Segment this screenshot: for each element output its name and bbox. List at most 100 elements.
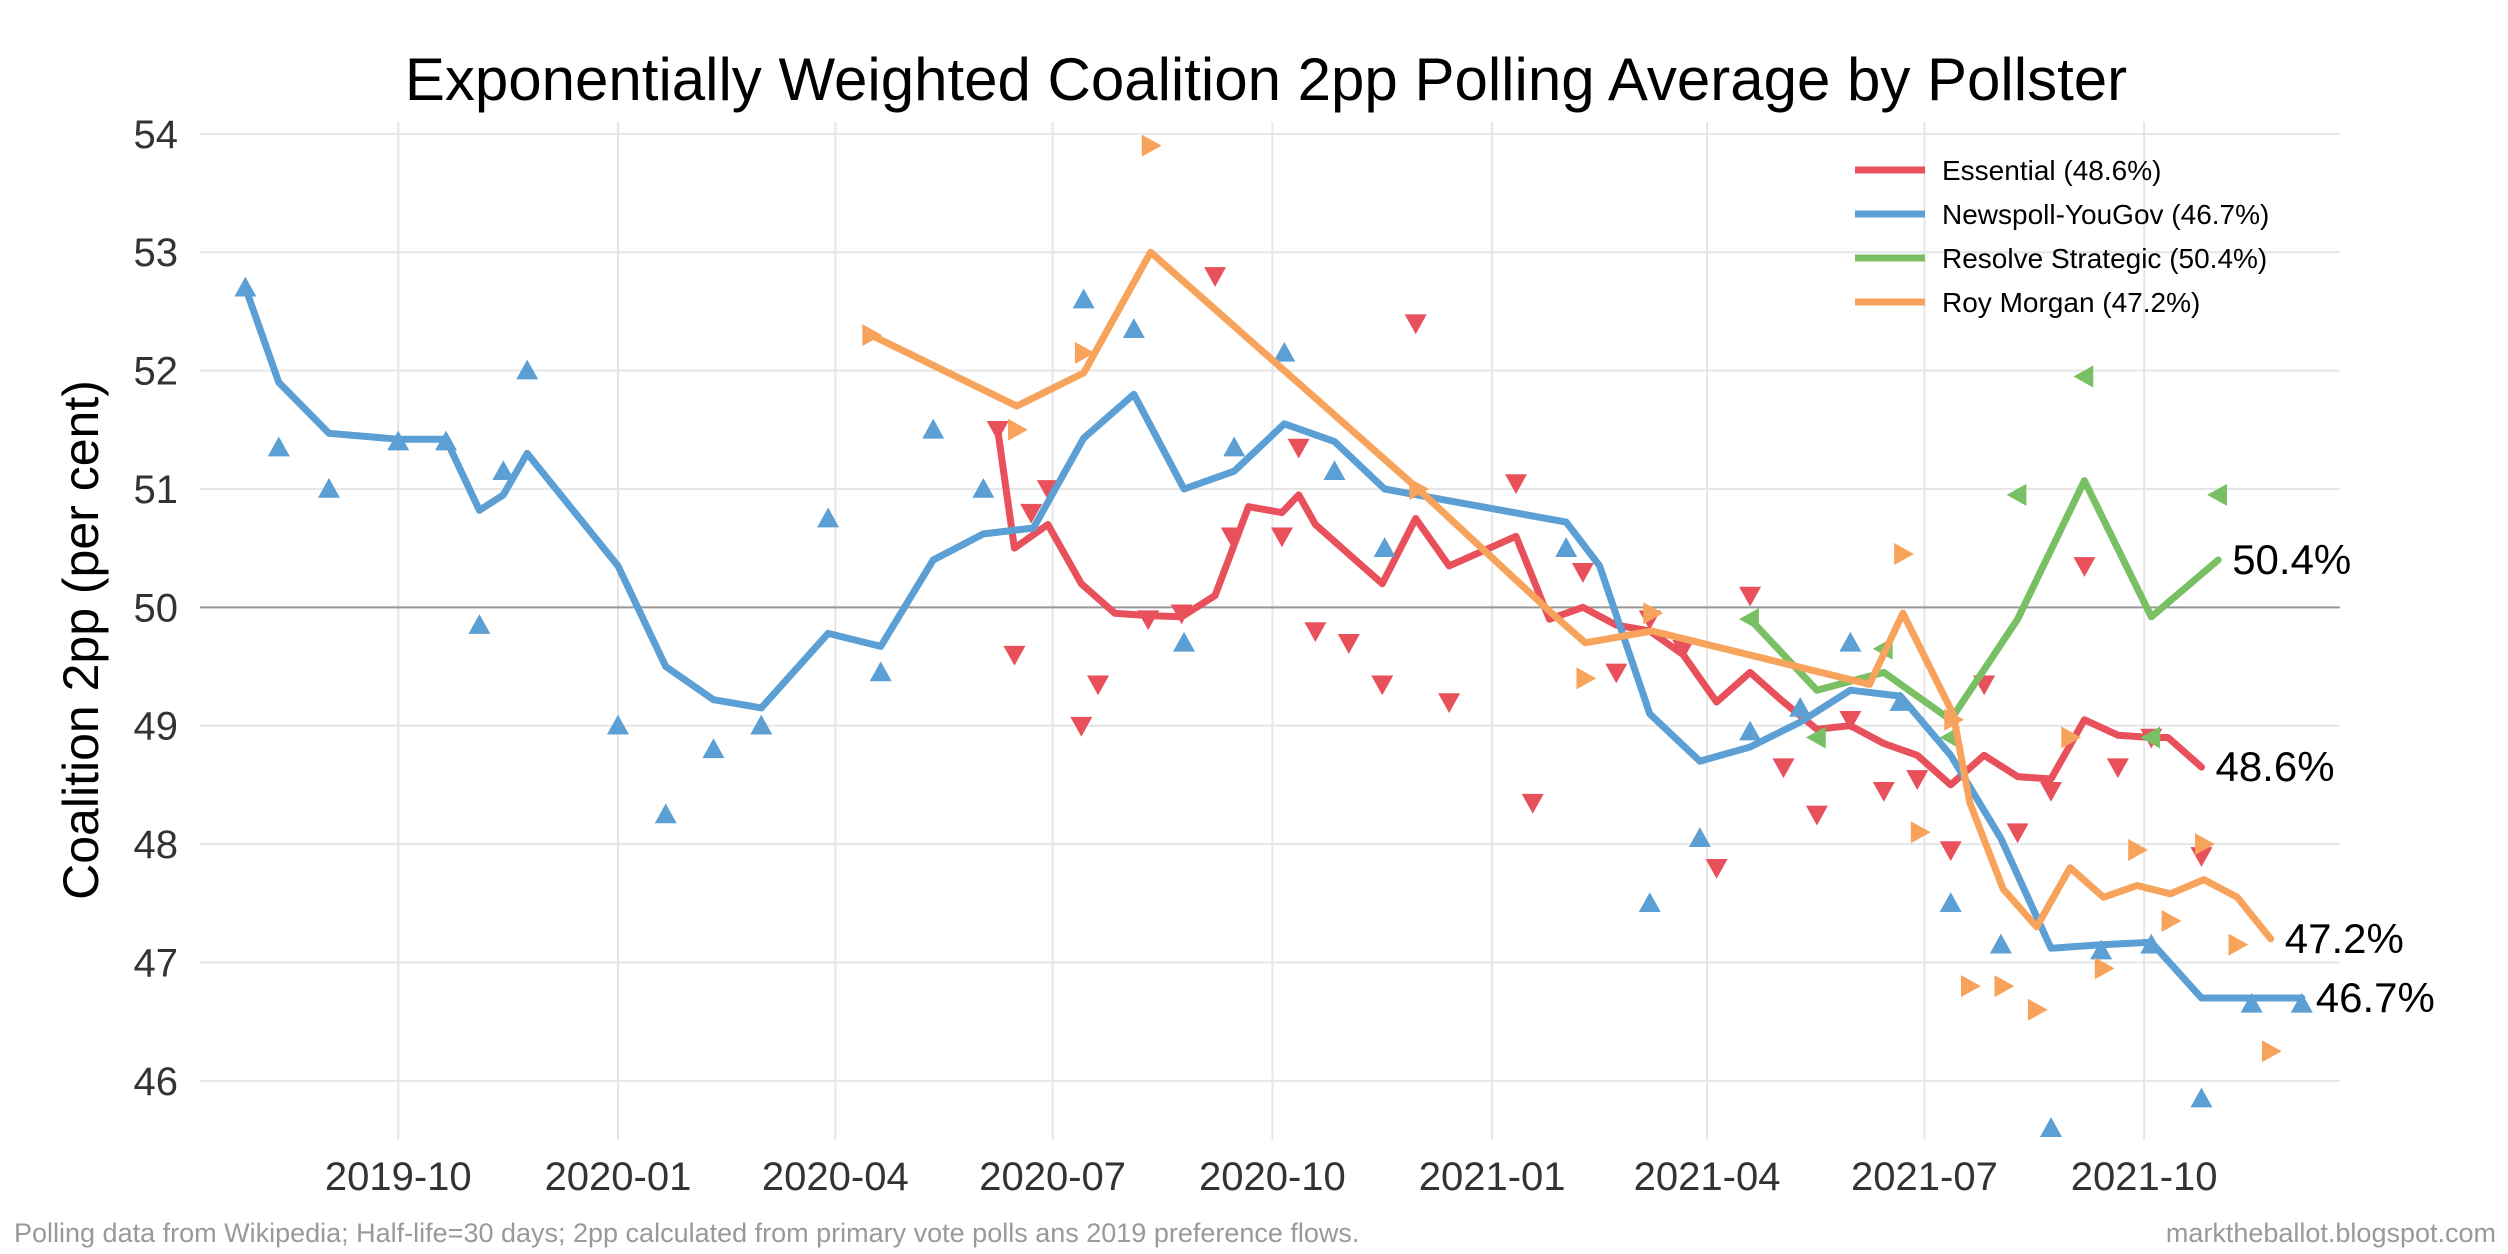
data-point [2140, 726, 2161, 749]
y-tick-label: 50 [134, 586, 179, 630]
data-point [1894, 543, 1914, 566]
data-point [2161, 910, 2182, 933]
data-point [2128, 838, 2148, 861]
data-point [492, 460, 515, 480]
x-tick-label: 2021-10 [2071, 1155, 2218, 1199]
data-point [1960, 975, 1981, 998]
data-point [1304, 622, 1327, 642]
data-point [2090, 939, 2113, 960]
data-point [1371, 675, 1394, 696]
legend-label: Essential (48.6%) [1942, 155, 2161, 186]
data-point [1805, 805, 1828, 826]
data-point [1404, 314, 1427, 335]
data-point [750, 714, 773, 735]
data-point [2073, 365, 2094, 388]
x-tick-label: 2020-04 [762, 1155, 909, 1199]
series-line [241, 284, 2306, 1002]
data-point [2190, 1087, 2213, 1108]
data-point [1087, 675, 1110, 696]
data-point [1555, 537, 1578, 557]
data-point [2290, 992, 2313, 1013]
data-point [869, 661, 892, 682]
legend-label: Resolve Strategic (50.4%) [1942, 243, 2267, 274]
data-point [1989, 933, 2012, 954]
data-point [1638, 892, 1661, 913]
data-point [1839, 710, 1862, 731]
data-point [1576, 667, 1597, 690]
data-point [1571, 563, 1594, 583]
data-point [1906, 770, 1929, 790]
data-point [2207, 483, 2227, 506]
data-point [702, 738, 725, 759]
data-point [1337, 634, 1360, 654]
series-roy-morgan: 47.2% [862, 134, 2404, 1063]
x-tick-label: 2019-10 [325, 1155, 472, 1199]
axis-ticks: 46 47 48 49 50 51 52 53 54 2019-10 2020-01 2020-04 2… [134, 113, 2218, 1199]
end-label: 48.6% [2215, 743, 2334, 790]
data-point [1839, 631, 1862, 652]
data-point [1173, 631, 1196, 652]
data-point [1287, 438, 1310, 459]
data-point [654, 803, 677, 824]
data-point [922, 418, 945, 439]
x-tick-label: 2021-07 [1851, 1155, 1998, 1199]
data-point [1270, 527, 1293, 548]
y-tick-label: 49 [134, 705, 179, 749]
data-point [1070, 716, 1093, 737]
series: 48.6% 46.7% 50.4% 47.2% [234, 134, 2435, 1137]
data-point [1739, 586, 1762, 607]
x-tick-label: 2020-10 [1199, 1155, 1346, 1199]
y-tick-label: 46 [134, 1060, 179, 1104]
data-point [1122, 318, 1145, 338]
y-tick-label: 51 [134, 468, 179, 512]
data-point [1020, 503, 1043, 524]
data-point [1373, 537, 1396, 557]
data-point [1643, 602, 1664, 625]
y-tick-label: 48 [134, 823, 179, 867]
series-line [867, 248, 2275, 943]
data-point [1789, 696, 1812, 717]
y-tick-label: 52 [134, 350, 179, 394]
data-point [2228, 933, 2249, 956]
series-newspoll-yougov: 46.7% [234, 276, 2435, 1137]
data-point [2006, 823, 2029, 844]
series-resolve-strategic: 50.4% [1739, 365, 2351, 749]
y-tick-label: 54 [134, 113, 179, 157]
y-tick-label: 53 [134, 231, 179, 275]
data-point [2106, 758, 2129, 779]
data-point [2073, 557, 2096, 577]
data-point [2006, 483, 2027, 506]
y-tick-label: 47 [134, 941, 179, 985]
data-point [1273, 341, 1296, 362]
x-tick-label: 2020-01 [545, 1155, 692, 1199]
data-point [1438, 693, 1461, 714]
legend: Essential (48.6%) Newspoll-YouGov (46.7%)… [1855, 155, 2269, 318]
x-tick-label: 2021-01 [1419, 1155, 1566, 1199]
data-point [1223, 436, 1246, 457]
data-point [516, 359, 539, 380]
chart-title: Exponentially Weighted Coalition 2pp Pol… [405, 46, 2127, 113]
data-point [1008, 418, 1028, 441]
data-point [2240, 992, 2263, 1013]
data-point [1605, 663, 1628, 684]
end-label: 47.2% [2285, 915, 2404, 962]
data-point [1505, 474, 1528, 495]
data-point [267, 436, 290, 457]
data-point [817, 507, 840, 528]
data-point [1994, 975, 2015, 998]
data-point [468, 614, 491, 634]
y-axis-label: Coalition 2pp (per cent) [53, 380, 109, 900]
data-point [1688, 827, 1711, 847]
data-point [2040, 1117, 2063, 1137]
data-point [2061, 726, 2082, 749]
data-point [1074, 341, 1095, 364]
data-point [1705, 858, 1728, 879]
data-point [1003, 645, 1026, 666]
end-label: 50.4% [2232, 536, 2351, 583]
legend-label: Newspoll-YouGov (46.7%) [1942, 199, 2269, 230]
caption-left: Polling data from Wikipedia; Half-life=3… [14, 1218, 1359, 1248]
grid [200, 122, 2340, 1140]
data-point [1772, 758, 1795, 779]
x-tick-label: 2021-04 [1634, 1155, 1781, 1199]
